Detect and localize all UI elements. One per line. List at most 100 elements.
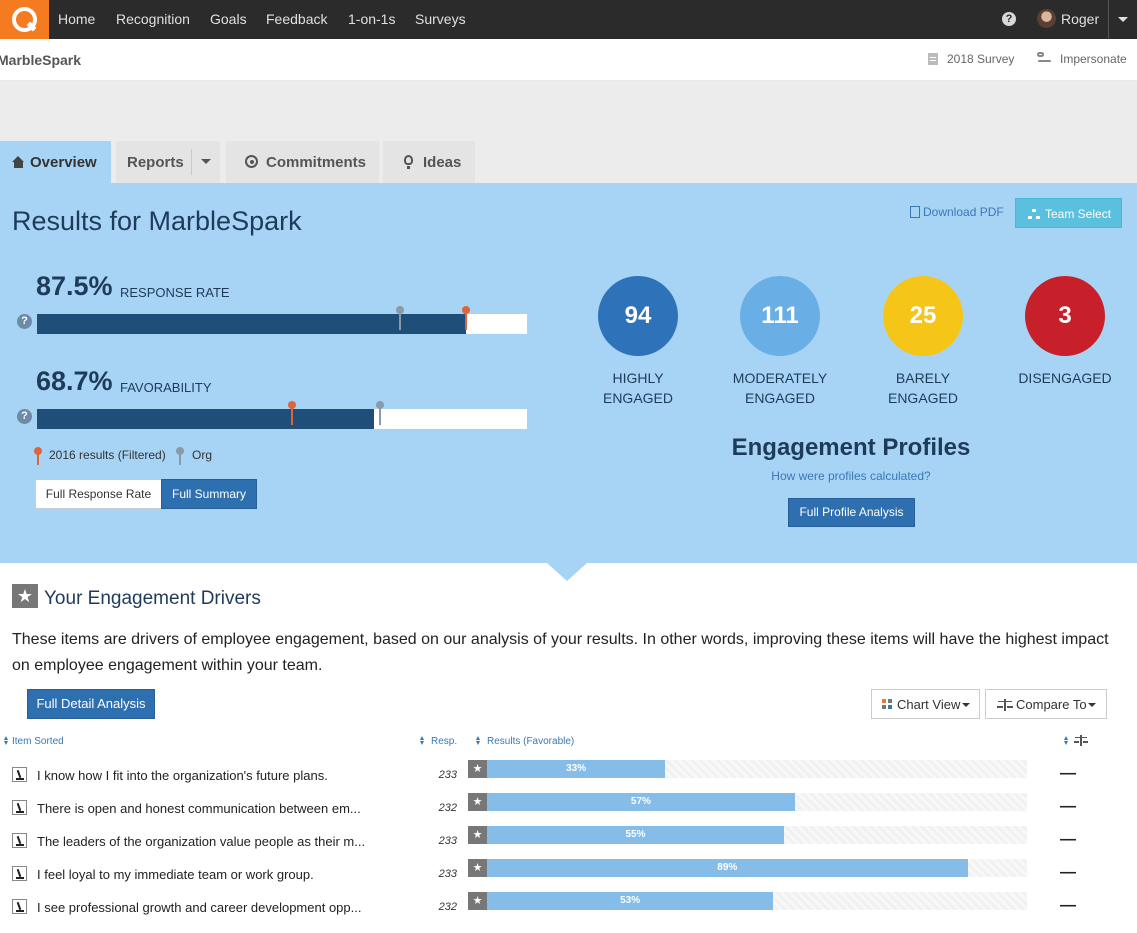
nav-1-on-1s[interactable]: 1-on-1s <box>348 11 396 27</box>
favorability-fill <box>37 409 374 429</box>
page-title: Results for MarbleSpark <box>12 206 302 236</box>
compare-value: — <box>1060 831 1076 848</box>
microscope-icon[interactable] <box>12 866 27 881</box>
table-row[interactable]: There is open and honest communication b… <box>0 793 1137 834</box>
sort-icon[interactable] <box>476 736 481 746</box>
microscope-icon[interactable] <box>12 800 27 815</box>
favorable-percent: 57% <box>630 796 651 807</box>
impersonate-link[interactable]: Impersonate <box>1060 52 1127 66</box>
drivers-title: Your Engagement Drivers <box>44 588 261 609</box>
tab-ideas[interactable]: Ideas <box>383 141 475 183</box>
table-row[interactable]: I feel loyal to my immediate team or wor… <box>0 859 1137 900</box>
compare-to-dropdown[interactable]: Compare To <box>985 689 1107 719</box>
company-name: MarbleSpark <box>0 52 82 68</box>
mask-icon <box>1037 52 1052 64</box>
table-row[interactable]: I see professional growth and career dev… <box>0 892 1137 933</box>
help-icon[interactable]: ? <box>1002 12 1016 26</box>
survey-selector[interactable]: 2018 Survey <box>947 52 1015 66</box>
response-rate-label: RESPONSE RATE <box>120 285 230 300</box>
microscope-icon[interactable] <box>12 767 27 782</box>
response-rate-fill <box>37 314 466 334</box>
favorability-label: FAVORABILITY <box>120 380 212 395</box>
sort-icon[interactable] <box>420 736 425 746</box>
barely-engaged-count[interactable]: 25 <box>883 276 963 356</box>
star-icon: ★ <box>12 584 38 608</box>
disengaged-count[interactable]: 3 <box>1025 276 1105 356</box>
table-row[interactable]: I know how I fit into the organization's… <box>0 760 1137 801</box>
favorable-fill <box>487 859 968 877</box>
avatar[interactable] <box>1037 9 1056 28</box>
filtered-marker <box>287 401 296 425</box>
tab-overview[interactable]: Overview <box>0 141 111 183</box>
response-count: 233 <box>438 868 457 880</box>
team-select-button[interactable]: Team Select <box>1015 198 1122 228</box>
user-menu-name[interactable]: Roger <box>1061 11 1100 27</box>
question-icon[interactable]: ? <box>17 314 32 329</box>
compare-value: — <box>1060 765 1076 782</box>
barely-engaged-label: BARELY ENGAGED <box>887 370 958 406</box>
team-select-label: Team Select <box>1045 207 1112 221</box>
tab-ideas-label: Ideas <box>423 154 462 171</box>
panel-pointer <box>547 563 587 581</box>
response-rate-value: 87.5% <box>36 271 113 301</box>
filtered-marker <box>461 306 470 330</box>
disengaged-label: DISENGAGED <box>1018 370 1112 386</box>
chevron-down-icon <box>1088 703 1096 707</box>
full-profile-analysis-button[interactable]: Full Profile Analysis <box>788 498 915 527</box>
response-count: 233 <box>438 769 457 781</box>
driver-item-text: There is open and honest communication b… <box>37 801 361 816</box>
favorable-fill <box>487 826 784 844</box>
highly-engaged-label: HIGHLY ENGAGED <box>602 370 673 406</box>
favorable-percent: 33% <box>566 763 587 774</box>
compare-value: — <box>1060 864 1076 881</box>
org-marker <box>376 401 384 425</box>
full-response-rate-button[interactable]: Full Response Rate <box>35 479 162 509</box>
microscope-icon[interactable] <box>12 833 27 848</box>
pdf-icon[interactable] <box>910 206 920 218</box>
tab-divider <box>191 149 192 175</box>
nav-recognition[interactable]: Recognition <box>116 11 190 27</box>
download-pdf-link[interactable]: Download PDF <box>923 205 1004 219</box>
favorability-value: 68.7% <box>36 366 113 396</box>
full-summary-button[interactable]: Full Summary <box>161 479 257 509</box>
engagement-profiles-title: Engagement Profiles <box>731 434 971 461</box>
highly-engaged-count[interactable]: 94 <box>598 276 678 356</box>
star-icon: ★ <box>468 760 487 778</box>
favorable-percent: 55% <box>625 829 646 840</box>
moderately-engaged-label: MODERATELY ENGAGED <box>732 370 828 406</box>
favorable-bar: 33% <box>487 760 1027 778</box>
org-legend-icon <box>176 447 184 469</box>
col-item-sorted[interactable]: Item Sorted <box>12 736 64 747</box>
nav-surveys[interactable]: Surveys <box>415 11 466 27</box>
drivers-description: These items are drivers of employee enga… <box>12 631 1109 674</box>
favorable-fill <box>487 760 666 778</box>
response-count: 233 <box>438 835 457 847</box>
moderately-engaged-count[interactable]: 111 <box>740 276 820 356</box>
favorable-bar: 53% <box>487 892 1027 910</box>
chart-view-dropdown[interactable]: Chart View <box>871 689 980 719</box>
sort-icon[interactable] <box>4 736 9 746</box>
question-icon[interactable]: ? <box>17 409 32 424</box>
chevron-down-icon[interactable] <box>201 159 211 164</box>
nav-goals[interactable]: Goals <box>210 11 247 27</box>
app-logo[interactable] <box>0 0 49 39</box>
favorable-percent: 53% <box>620 895 641 906</box>
nav-home[interactable]: Home <box>58 11 96 27</box>
sort-icon[interactable] <box>1064 736 1069 746</box>
home-icon <box>12 156 25 168</box>
full-detail-analysis-button[interactable]: Full Detail Analysis <box>27 689 155 719</box>
nav-feedback[interactable]: Feedback <box>266 11 328 27</box>
table-row[interactable]: The leaders of the organization value pe… <box>0 826 1137 867</box>
compare-column-icon[interactable] <box>1074 735 1088 746</box>
col-resp[interactable]: Resp. <box>431 736 458 747</box>
nav-divider <box>1108 0 1109 39</box>
col-results-favorable[interactable]: Results (Favorable) <box>487 736 575 747</box>
chevron-down-icon[interactable] <box>1118 17 1128 22</box>
star-icon: ★ <box>468 826 487 844</box>
tab-commitments[interactable]: Commitments <box>226 141 379 183</box>
sitemap-icon <box>1028 209 1040 219</box>
star-icon: ★ <box>468 793 487 811</box>
microscope-icon[interactable] <box>12 899 27 914</box>
profiles-calculation-link[interactable]: How were profiles calculated? <box>771 469 931 483</box>
chart-view-label: Chart View <box>897 697 961 712</box>
